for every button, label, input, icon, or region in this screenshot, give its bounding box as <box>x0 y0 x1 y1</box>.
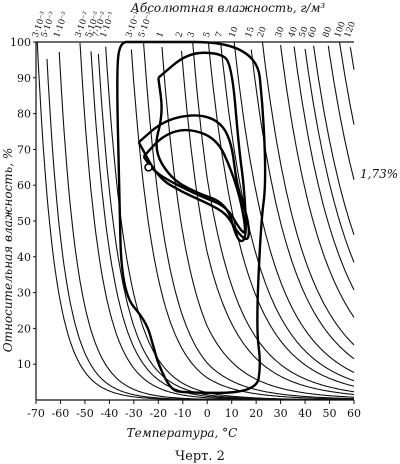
climate-contour <box>137 114 251 241</box>
y-tick-label: 70 <box>17 143 31 156</box>
absolute-humidity-isoline <box>349 47 355 70</box>
climate-contour <box>116 40 267 395</box>
absolute-humidity-isoline <box>97 54 354 400</box>
x-tick-label: -40 <box>101 407 119 420</box>
absolute-humidity-isoline <box>327 45 355 180</box>
absolute-humidity-label: 7 <box>214 31 225 40</box>
x-tick-label: 0 <box>204 407 211 420</box>
absolute-humidity-isoline <box>207 43 355 387</box>
absolute-humidity-isoline <box>293 46 355 291</box>
absolute-humidity-isoline <box>220 42 355 382</box>
absolute-humidity-label: 30 <box>274 25 287 39</box>
absolute-humidity-label: 40 <box>287 25 300 39</box>
absolute-humidity-isoline <box>250 49 355 360</box>
climate-contour <box>155 51 247 243</box>
absolute-humidity-isoline <box>304 48 355 263</box>
y-tick-label: 40 <box>17 251 31 264</box>
absolute-humidity-isoline <box>261 42 355 346</box>
y-tick-label: 20 <box>17 322 31 335</box>
x-tick-label: -20 <box>149 407 167 420</box>
absolute-humidity-isoline <box>130 49 354 400</box>
y-tick-label: 90 <box>17 72 31 85</box>
absolute-humidity-label: 3 <box>186 31 197 40</box>
absolute-humidity-label: 60 <box>307 25 320 39</box>
side-annotation: 1,73% <box>360 167 398 181</box>
absolute-humidity-label: 15 <box>244 25 257 39</box>
absolute-humidity-isoline <box>313 45 355 235</box>
isolines-layer <box>36 42 355 400</box>
x-tick-label: -50 <box>76 407 94 420</box>
x-tick-label: 10 <box>225 407 239 420</box>
marker-point <box>144 163 153 172</box>
x-tick-label: 20 <box>249 407 263 420</box>
y-axis-title: Относительная влажность, % <box>1 148 15 352</box>
absolute-humidity-label: 20 <box>256 25 269 39</box>
x-tick-label: -70 <box>27 407 45 420</box>
y-tick-label: 30 <box>17 287 31 300</box>
absolute-humidity-isoline <box>233 42 355 373</box>
absolute-humidity-isoline <box>338 42 355 125</box>
x-tick-label: 40 <box>298 407 312 420</box>
absolute-humidity-label: 50 <box>298 25 311 39</box>
absolute-humidity-isoline <box>46 58 354 400</box>
x-tick-label: 50 <box>323 407 337 420</box>
y-tick-label: 80 <box>17 108 31 121</box>
x-tick-label: -60 <box>52 407 70 420</box>
x-tick-label: 60 <box>347 407 361 420</box>
y-tick-label: 10 <box>17 358 31 371</box>
absolute-humidity-label: 2 <box>174 31 185 40</box>
absolute-humidity-label: 1 <box>155 31 166 40</box>
axes-layer: -70 -60 -50 -40 -30 -20 -10 0 10 20 30 40 50 60 10 20 30… <box>10 36 361 420</box>
x-tick-label: -30 <box>125 407 143 420</box>
figure-caption: Черт. 2 <box>175 449 225 464</box>
top-axis-title: Абсолютная влажность, г/м³ <box>130 1 326 15</box>
x-tick-label: -10 <box>174 407 192 420</box>
absolute-humidity-isoline <box>58 51 354 400</box>
absolute-humidity-isoline <box>180 50 355 396</box>
absolute-humidity-label: 80 <box>321 25 334 39</box>
absolute-humidity-label: 5 <box>202 31 213 40</box>
absolute-humidity-isoline <box>192 42 355 393</box>
absolute-humidity-isoline <box>105 46 354 400</box>
absolute-humidity-label: 10 <box>228 25 241 39</box>
x-tick-label: 30 <box>274 407 288 420</box>
x-axis-title: Температура, °С <box>127 426 238 440</box>
y-tick-label: 100 <box>10 36 31 49</box>
climate-contour <box>142 128 247 234</box>
y-tick-label: 50 <box>17 215 31 228</box>
absolute-humidity-isoline <box>280 45 355 318</box>
contours-layer <box>116 40 267 395</box>
y-tick-label: 60 <box>17 179 31 192</box>
